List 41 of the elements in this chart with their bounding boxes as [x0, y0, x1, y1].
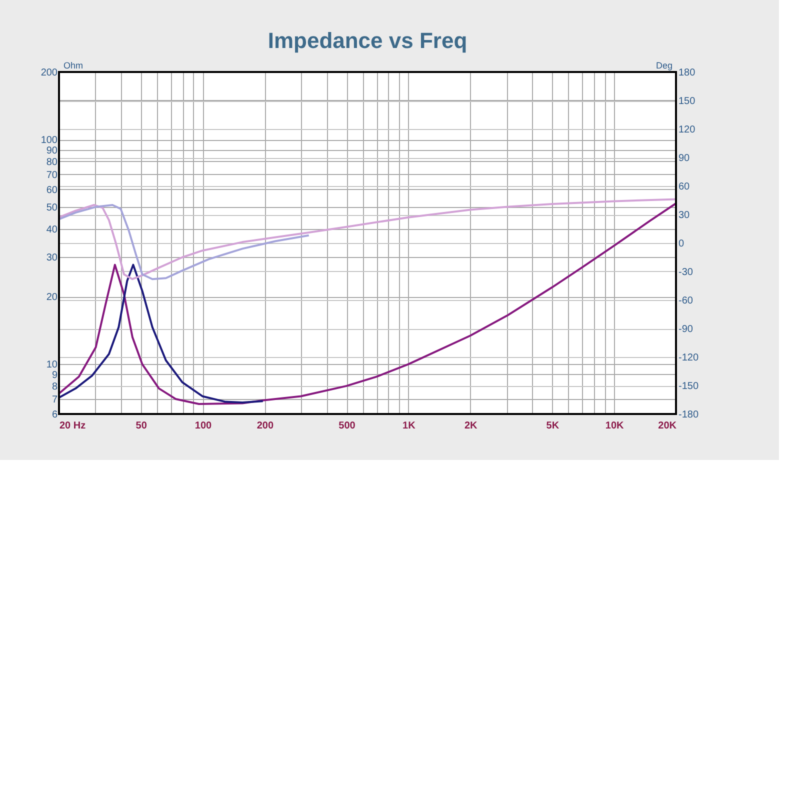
x-tick-label: 20 Hz: [60, 420, 86, 432]
y-axis-title: Ohm: [64, 60, 84, 70]
y-tick-label: 6: [52, 410, 58, 420]
y2-tick-label: 30: [678, 210, 690, 221]
y-tick-label: 7: [52, 394, 58, 406]
x-tick-label: 50: [136, 420, 148, 432]
y2-tick-label: 90: [678, 153, 690, 164]
y-tick-label: 8: [52, 381, 58, 392]
y-tick-label: 60: [46, 184, 58, 196]
chart-title: Impedance vs Freq: [268, 28, 468, 53]
y2-tick-label: 0: [678, 238, 684, 250]
y2-tick-label: 180: [678, 68, 696, 78]
y-tick-label: 70: [46, 170, 58, 181]
y2-tick-label: -180: [678, 410, 699, 420]
y-tick-label: 20: [46, 292, 58, 304]
y-tick-label: 80: [46, 156, 58, 168]
x-tick-label: 200: [256, 420, 274, 432]
y-tick-label: 9: [52, 370, 58, 381]
y-tick-label: 90: [46, 145, 58, 156]
y2-tick-label: -120: [678, 352, 699, 364]
y-tick-label: 100: [40, 135, 58, 146]
y2-tick-label: -90: [678, 324, 694, 335]
x-tick-label: 5K: [546, 420, 560, 432]
y2-tick-label: -150: [678, 381, 699, 392]
y-tick-label: 30: [46, 252, 58, 264]
x-tick-label: 10K: [605, 420, 625, 432]
y-tick-label: 50: [46, 202, 58, 214]
y2-tick-label: -60: [678, 296, 694, 306]
y2-tick-label: 120: [678, 124, 696, 136]
y2-tick-label: 150: [678, 96, 696, 107]
y2-tick-label: 60: [678, 182, 690, 192]
x-tick-label: 2K: [464, 420, 478, 432]
y2-tick-label: -30: [678, 267, 694, 278]
y-tick-label: 10: [46, 360, 58, 371]
x-tick-label: 20K: [658, 420, 678, 432]
y-tick-label: 40: [46, 224, 58, 236]
x-tick-label: 1K: [402, 420, 416, 432]
y-tick-label: 200: [40, 68, 58, 78]
x-tick-label: 100: [194, 420, 212, 432]
y2-axis-title: Deg: [656, 60, 672, 70]
x-tick-label: 500: [338, 420, 356, 432]
